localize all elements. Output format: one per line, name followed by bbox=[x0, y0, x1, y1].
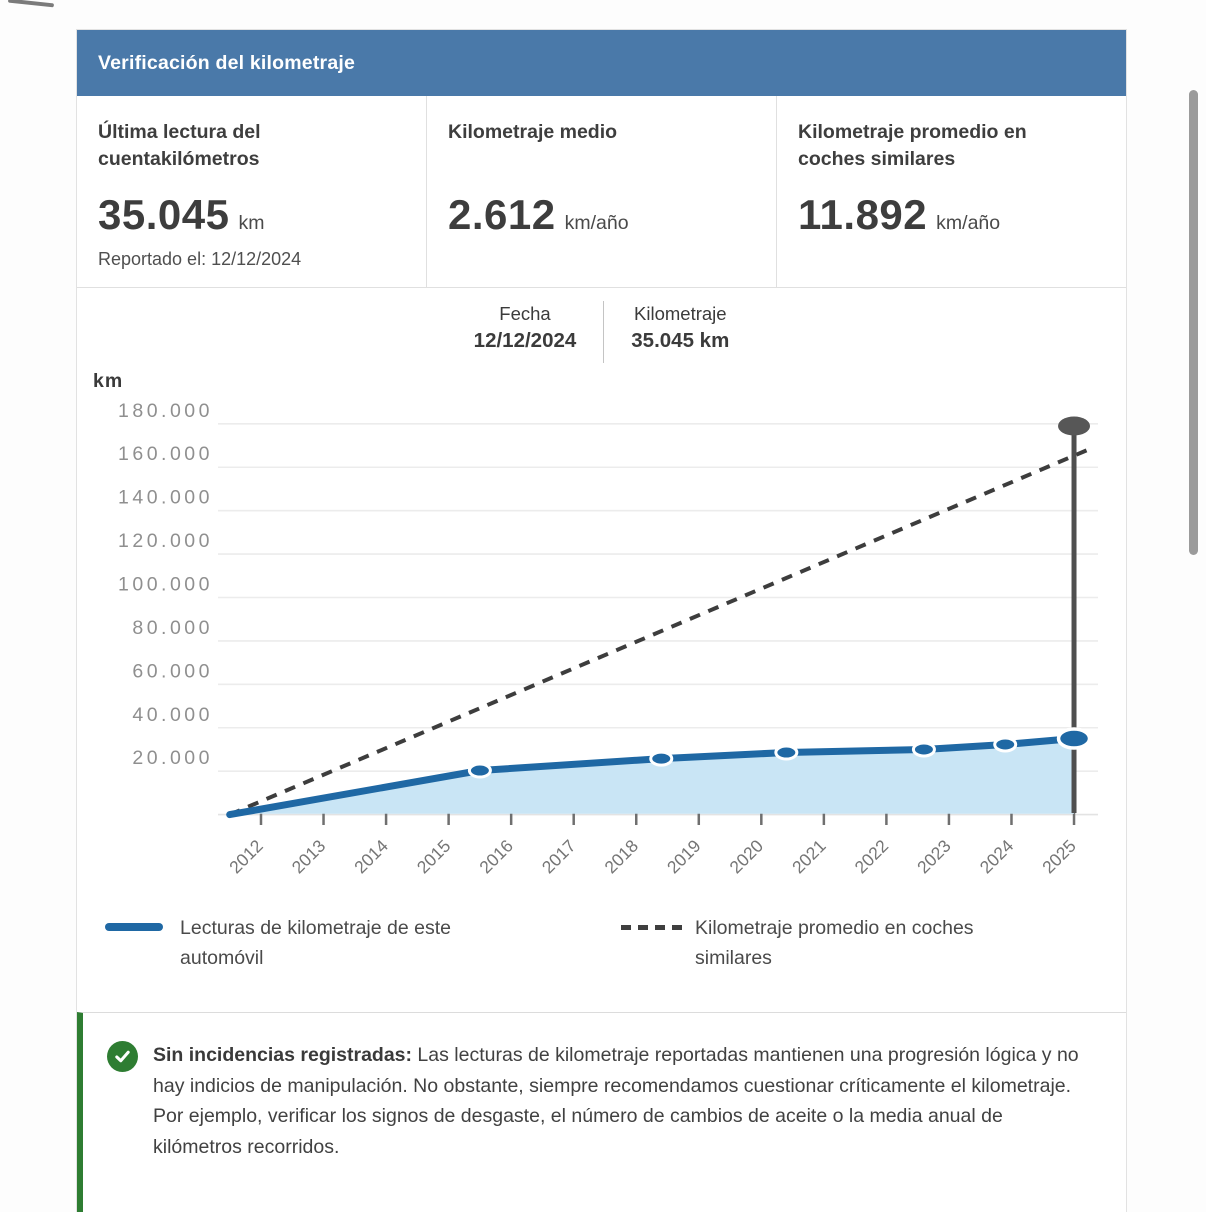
x-tick-label: 2023 bbox=[913, 836, 955, 878]
stat-heading: Kilometraje medio bbox=[448, 121, 618, 143]
y-tick-label: 60.000 bbox=[132, 660, 213, 682]
note-body: Las lecturas de kilometraje reportadas m… bbox=[153, 1044, 1079, 1158]
x-tick-label: 2025 bbox=[1038, 836, 1080, 878]
x-tick-label: 2019 bbox=[663, 836, 705, 878]
x-tick-label: 2018 bbox=[600, 836, 642, 878]
stat-reported-date: Reportado el: 12/12/2024 bbox=[98, 249, 302, 269]
mileage-verification-card: Verificación del kilometraje Última lect… bbox=[76, 29, 1127, 1212]
stat-unit: km bbox=[238, 212, 265, 234]
readout-mileage: Kilometraje 35.045 km bbox=[631, 301, 729, 363]
readout-date: Fecha 12/12/2024 bbox=[474, 301, 577, 363]
x-tick-label: 2017 bbox=[538, 836, 580, 878]
stat-value: 35.045 bbox=[98, 191, 230, 238]
legend-item-similar-cars: Kilometraje promedio en coches similares bbox=[621, 913, 1017, 973]
readout-date-label: Fecha bbox=[499, 303, 551, 324]
x-tick-label: 2021 bbox=[788, 836, 830, 878]
y-tick-label: 120.000 bbox=[118, 530, 213, 552]
y-tick-label: 20.000 bbox=[132, 747, 213, 769]
legend-label: Lecturas de kilometraje de este automóvi… bbox=[180, 917, 451, 969]
dashed-line-swatch-icon bbox=[621, 925, 682, 930]
readout-divider bbox=[603, 301, 605, 363]
stat-heading: Kilometraje promedio en coches similares bbox=[798, 121, 1027, 170]
y-tick-label: 100.000 bbox=[118, 574, 213, 596]
stat-unit: km/año bbox=[936, 212, 1001, 234]
solid-line-swatch-icon bbox=[105, 923, 163, 931]
x-tick-label: 2015 bbox=[413, 836, 455, 878]
vertical-scrollbar-thumb[interactable] bbox=[1189, 90, 1198, 555]
x-tick-label: 2024 bbox=[976, 836, 1018, 878]
average-mileage-dashed-line bbox=[228, 445, 1094, 817]
reading-marker[interactable] bbox=[911, 741, 936, 758]
current-reading-marker[interactable] bbox=[1056, 727, 1092, 750]
legend-item-this-car: Lecturas de kilometraje de este automóvi… bbox=[105, 913, 502, 973]
check-circle-icon bbox=[107, 1041, 138, 1072]
reading-marker[interactable] bbox=[649, 750, 674, 767]
screen-edge-artifact bbox=[7, 0, 55, 8]
y-tick-label: 140.000 bbox=[118, 487, 213, 509]
readout-mileage-label: Kilometraje bbox=[634, 303, 727, 324]
stat-average-mileage: Kilometraje medio 2.612 km/año bbox=[426, 96, 776, 287]
stat-heading: Última lectura del cuentakilómetros bbox=[98, 121, 261, 170]
y-tick-label: 80.000 bbox=[132, 617, 213, 639]
reading-marker[interactable] bbox=[993, 736, 1018, 753]
stat-unit: km/año bbox=[564, 212, 629, 234]
x-tick-label: 2014 bbox=[350, 836, 392, 878]
stat-last-odometer-reading: Última lectura del cuentakilómetros 35.0… bbox=[77, 96, 426, 287]
note-lead: Sin incidencias registradas: bbox=[153, 1044, 413, 1066]
y-tick-label: 180.000 bbox=[118, 400, 213, 422]
legend-label: Kilometraje promedio en coches similares bbox=[695, 917, 974, 969]
no-incidents-note: Sin incidencias registradas: Las lectura… bbox=[77, 1012, 1126, 1212]
page-title: Verificación del kilometraje bbox=[98, 51, 356, 74]
y-axis-title: km bbox=[93, 370, 123, 392]
card-header: Verificación del kilometraje bbox=[77, 30, 1126, 96]
reading-marker[interactable] bbox=[467, 762, 492, 779]
cursor-handle-knob[interactable] bbox=[1058, 416, 1091, 436]
mileage-area-fill bbox=[229, 738, 1074, 815]
x-tick-label: 2012 bbox=[225, 836, 267, 878]
note-text: Sin incidencias registradas: Las lectura… bbox=[83, 1013, 1126, 1186]
chart-readout: Fecha 12/12/2024 Kilometraje 35.045 km bbox=[77, 288, 1126, 363]
x-tick-label: 2020 bbox=[725, 836, 767, 878]
reading-marker[interactable] bbox=[774, 744, 799, 761]
x-tick-label: 2016 bbox=[475, 836, 517, 878]
x-tick-label: 2013 bbox=[288, 836, 330, 878]
x-tick-label: 2022 bbox=[851, 836, 893, 878]
y-tick-label: 160.000 bbox=[118, 443, 213, 465]
stats-row: Última lectura del cuentakilómetros 35.0… bbox=[77, 96, 1126, 288]
stat-value: 2.612 bbox=[448, 191, 556, 238]
stat-similar-cars-average: Kilometraje promedio en coches similares… bbox=[776, 96, 1126, 287]
y-tick-label: 40.000 bbox=[132, 704, 213, 726]
readout-date-value: 12/12/2024 bbox=[473, 329, 577, 352]
readout-mileage-value: 35.045 km bbox=[631, 329, 730, 352]
stat-value: 11.892 bbox=[798, 191, 928, 238]
mileage-chart[interactable]: 20.000 40.000 60.000 80.000 100.000 120.000 14… bbox=[77, 366, 1126, 901]
chart-section: Fecha 12/12/2024 Kilometraje 35.045 km 2… bbox=[77, 288, 1126, 1012]
